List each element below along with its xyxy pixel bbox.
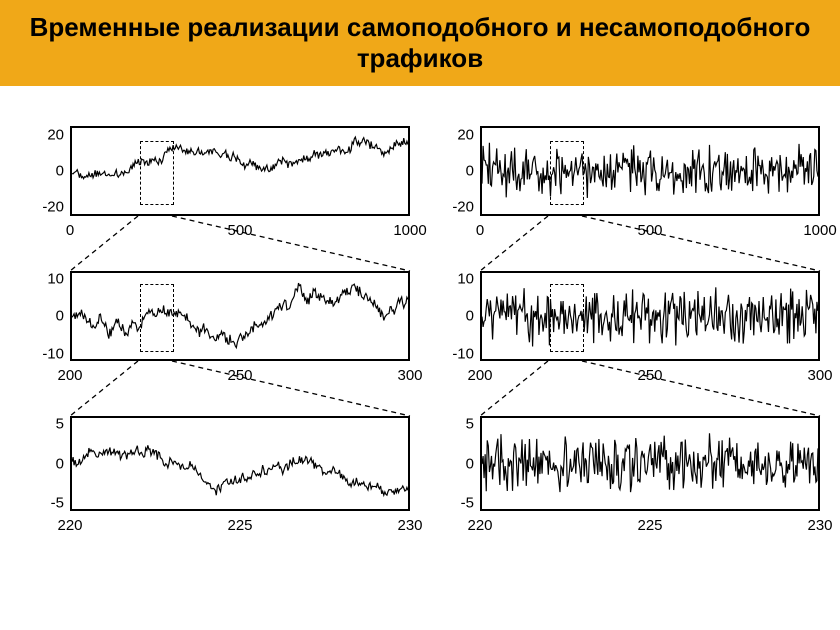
plot-area [480, 271, 820, 361]
plot-area [480, 126, 820, 216]
time-series-line [72, 273, 408, 359]
y-axis-label: -20 [430, 199, 474, 216]
x-axis-label: 250 [637, 367, 662, 384]
y-axis-label: -20 [20, 199, 64, 216]
time-series-line [482, 418, 818, 509]
x-axis-label: 500 [637, 222, 662, 239]
time-series-line [482, 273, 818, 359]
chart-panel: -10010200250300 [20, 271, 415, 361]
y-axis-label: -5 [430, 495, 474, 512]
right-column: -2002005001000-10010200250300-5052202252… [430, 126, 825, 566]
zoom-box [140, 284, 174, 352]
chart-panel: -505220225230 [430, 416, 825, 511]
plot-area [70, 271, 410, 361]
x-axis-label: 200 [467, 367, 492, 384]
slide-title-text: Временные реализации самоподобного и нес… [30, 12, 811, 73]
plot-area [70, 416, 410, 511]
chart-panel: -2002005001000 [20, 126, 415, 216]
time-series-line [482, 128, 818, 214]
y-axis-label: 0 [430, 455, 474, 472]
x-axis-label: 500 [227, 222, 252, 239]
y-axis-label: 20 [430, 127, 474, 144]
x-axis-label: 0 [66, 222, 74, 239]
x-axis-label: 220 [57, 517, 82, 534]
y-axis-label: 0 [20, 308, 64, 325]
slide-title: Временные реализации самоподобного и нес… [0, 0, 840, 86]
y-axis-label: 0 [430, 308, 474, 325]
zoom-box [550, 284, 584, 352]
x-axis-label: 230 [807, 517, 832, 534]
x-axis-label: 200 [57, 367, 82, 384]
y-axis-label: 10 [430, 270, 474, 287]
y-axis-label: -10 [430, 345, 474, 362]
x-axis-label: 300 [807, 367, 832, 384]
y-axis-label: 0 [20, 455, 64, 472]
time-series-line [72, 418, 408, 509]
plot-area [480, 416, 820, 511]
charts-area: -2002005001000-10010200250300-5052202252… [0, 86, 840, 616]
y-axis-label: 10 [20, 270, 64, 287]
y-axis-label: 5 [430, 415, 474, 432]
y-axis-label: 20 [20, 127, 64, 144]
plot-area [70, 126, 410, 216]
zoom-box [140, 141, 174, 206]
x-axis-label: 220 [467, 517, 492, 534]
x-axis-label: 1000 [393, 222, 426, 239]
y-axis-label: -10 [20, 345, 64, 362]
chart-panel: -10010200250300 [430, 271, 825, 361]
x-axis-label: 300 [397, 367, 422, 384]
x-axis-label: 1000 [803, 222, 836, 239]
zoom-box [550, 141, 584, 206]
x-axis-label: 250 [227, 367, 252, 384]
y-axis-label: 0 [430, 163, 474, 180]
chart-panel: -505220225230 [20, 416, 415, 511]
x-axis-label: 230 [397, 517, 422, 534]
chart-panel: -2002005001000 [430, 126, 825, 216]
y-axis-label: 0 [20, 163, 64, 180]
x-axis-label: 225 [637, 517, 662, 534]
x-axis-label: 0 [476, 222, 484, 239]
time-series-line [72, 128, 408, 214]
left-column: -2002005001000-10010200250300-5052202252… [20, 126, 415, 566]
y-axis-label: 5 [20, 415, 64, 432]
y-axis-label: -5 [20, 495, 64, 512]
x-axis-label: 225 [227, 517, 252, 534]
